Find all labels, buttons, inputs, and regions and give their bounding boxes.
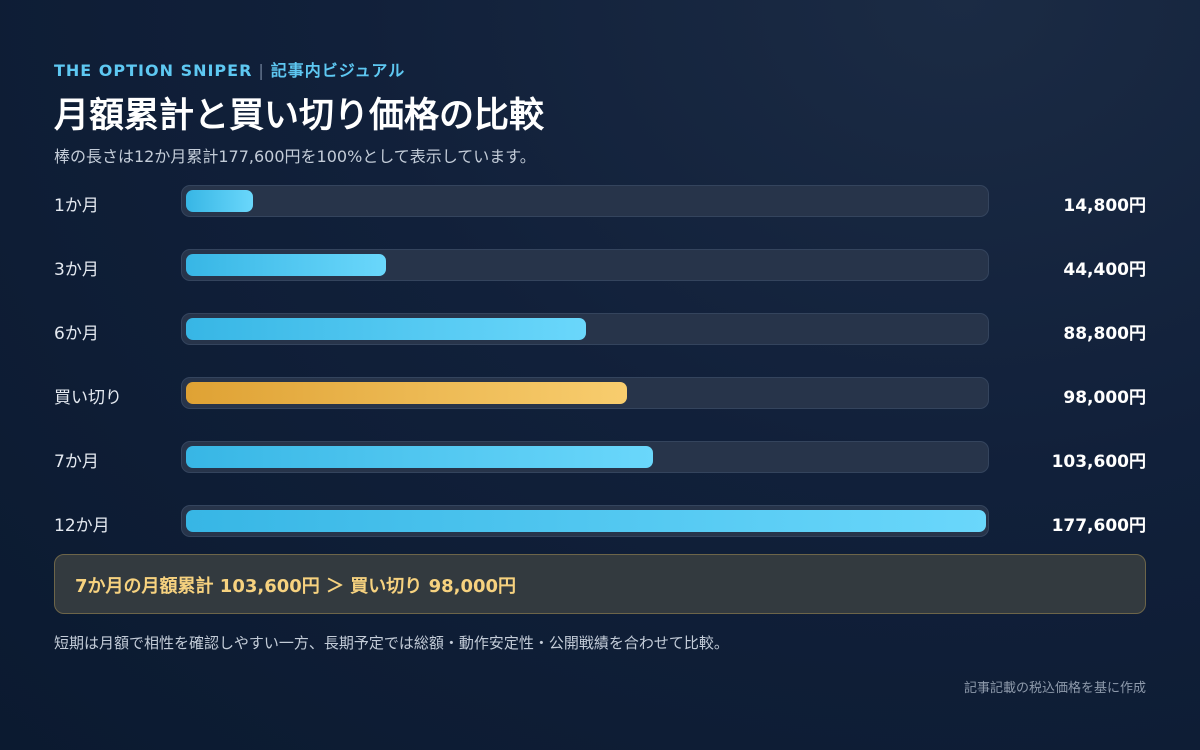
bar-row: 1か月 14,800円 xyxy=(0,185,1200,217)
eyebrow-separator: | xyxy=(258,61,265,80)
bar-track xyxy=(181,185,989,217)
category-label: 7か月 xyxy=(54,452,99,472)
category-label: 12か月 xyxy=(54,516,110,536)
bar-row: 6か月 88,800円 xyxy=(0,313,1200,345)
bar-track xyxy=(181,377,989,409)
brand-name: THE OPTION SNIPER xyxy=(54,61,253,80)
value-label: 44,400円 xyxy=(1063,260,1146,280)
monthly-bar xyxy=(186,318,586,340)
bar-track xyxy=(181,505,989,537)
eyebrow: THE OPTION SNIPER | 記事内ビジュアル xyxy=(54,57,405,81)
bar-track xyxy=(181,441,989,473)
comparison-callout: 7か月の月額累計 103,600円 ＞ 買い切り 98,000円 xyxy=(54,554,1146,614)
monthly-bar xyxy=(186,190,253,212)
monthly-bar xyxy=(186,446,653,468)
section-label: 記事内ビジュアル xyxy=(270,61,406,80)
value-label: 98,000円 xyxy=(1063,388,1146,408)
value-label: 14,800円 xyxy=(1063,196,1146,216)
value-label: 103,600円 xyxy=(1051,452,1146,472)
category-label: 6か月 xyxy=(54,324,99,344)
category-label: 3か月 xyxy=(54,260,99,280)
monthly-bar xyxy=(186,510,986,532)
bar-row: 12か月 177,600円 xyxy=(0,505,1200,537)
monthly-bar xyxy=(186,254,386,276)
footnote: 短期は月額で相性を確認しやすい一方、長期予定では総額・動作安定性・公開戦績を合わ… xyxy=(54,634,729,652)
chart-title: 月額累計と買い切り価格の比較 xyxy=(54,96,545,136)
value-label: 177,600円 xyxy=(1051,516,1146,536)
callout-text: 7か月の月額累計 103,600円 ＞ 買い切り 98,000円 xyxy=(75,576,517,597)
category-label: 1か月 xyxy=(54,196,99,216)
chart-subtitle: 棒の長さは12か月累計177,600円を100%として表示しています。 xyxy=(54,147,536,166)
value-label: 88,800円 xyxy=(1063,324,1146,344)
bar-track xyxy=(181,249,989,281)
bar-row: 7か月 103,600円 xyxy=(0,441,1200,473)
bar-row: 買い切り 98,000円 xyxy=(0,377,1200,409)
bar-row: 3か月 44,400円 xyxy=(0,249,1200,281)
source-note: 記事記載の税込価格を基に作成 xyxy=(963,681,1146,696)
buyout-bar xyxy=(186,382,627,404)
bar-track xyxy=(181,313,989,345)
category-label: 買い切り xyxy=(54,388,122,408)
